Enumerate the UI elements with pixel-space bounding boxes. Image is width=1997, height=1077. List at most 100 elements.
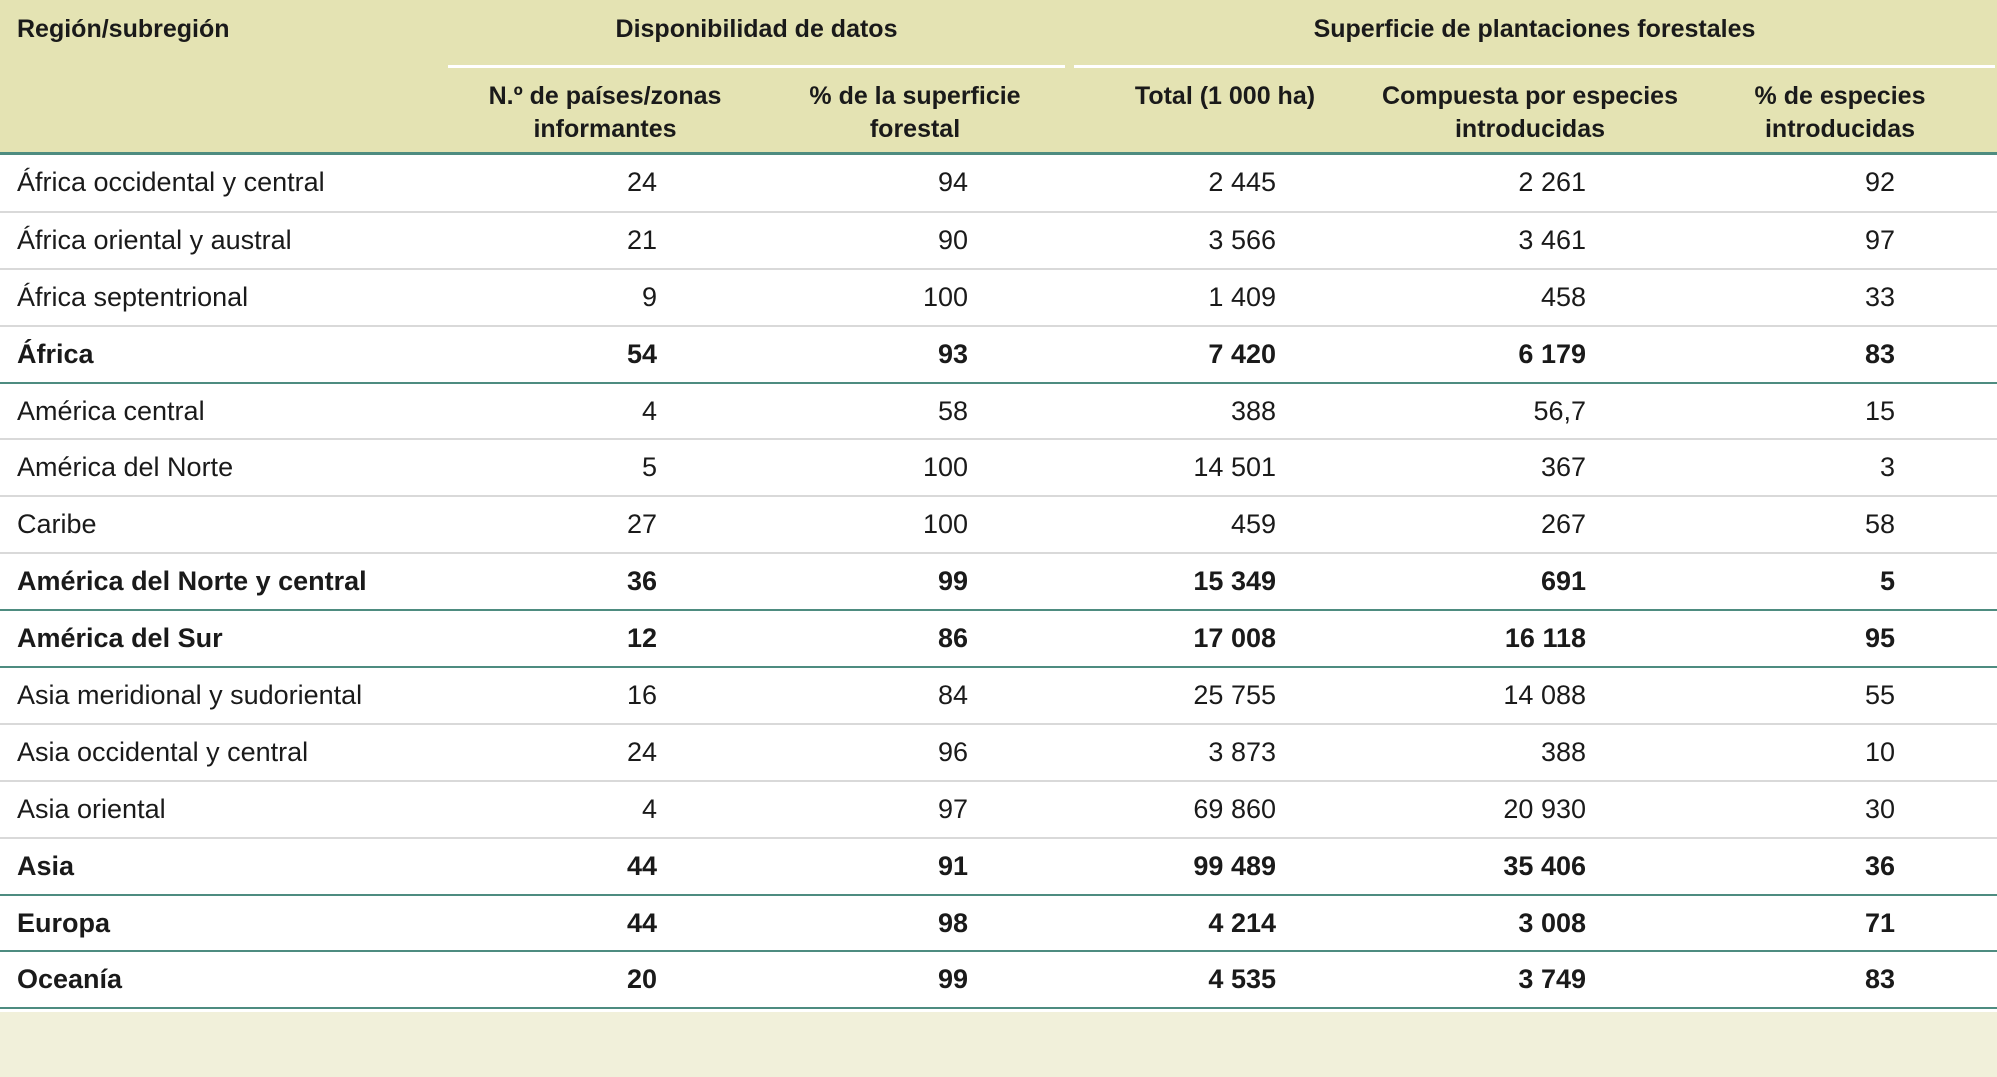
cell-countries: 12 (448, 610, 657, 669)
cell-total: 17 008 (968, 610, 1276, 669)
cell-total: 99 489 (968, 837, 1276, 896)
cell-introduced: 56,7 (1276, 382, 1586, 441)
cell-countries: 9 (448, 268, 657, 327)
cell-region: América del Norte y central (0, 553, 448, 612)
cell-region: África occidental y central (0, 155, 448, 213)
cell-introduced-pct: 92 (1586, 155, 1895, 213)
cell-region: Europa (0, 894, 448, 953)
cell-region: Asia meridional y sudoriental (0, 667, 448, 725)
cell-region: África septentrional (0, 268, 448, 327)
table-footer-band (0, 1012, 1997, 1077)
table-row: Oceanía 20 99 4 535 3 749 83 (0, 951, 1997, 1010)
table-row: África septentrional 9 100 1 409 458 33 (0, 268, 1997, 327)
group-divider (448, 65, 1065, 68)
cell-region: América del Norte (0, 439, 448, 498)
cell-total: 1 409 (968, 268, 1276, 327)
cell-total: 14 501 (968, 439, 1276, 498)
row-padding (1895, 667, 1997, 725)
cell-total: 69 860 (968, 780, 1276, 839)
cell-region: Asia occidental y central (0, 723, 448, 782)
cell-region: Oceanía (0, 951, 448, 1010)
cell-introduced: 2 261 (1276, 155, 1586, 213)
cell-region: África oriental y austral (0, 211, 448, 270)
header-total: Total (1 000 ha) (1134, 82, 1316, 110)
row-padding (1895, 211, 1997, 270)
cell-countries: 16 (448, 667, 657, 725)
row-padding (1895, 439, 1997, 498)
cell-countries: 21 (448, 211, 657, 270)
cell-introduced-pct: 36 (1586, 837, 1895, 896)
table-row: Asia 44 91 99 489 35 406 36 (0, 837, 1997, 896)
cell-introduced: 388 (1276, 723, 1586, 782)
cell-countries: 27 (448, 496, 657, 555)
table-row: África 54 93 7 420 6 179 83 (0, 325, 1997, 384)
cell-region: África (0, 325, 448, 384)
cell-countries: 36 (448, 553, 657, 612)
cell-introduced-pct: 55 (1586, 667, 1895, 725)
cell-forest-pct: 96 (657, 723, 968, 782)
cell-introduced: 458 (1276, 268, 1586, 327)
row-padding (1895, 780, 1997, 839)
cell-introduced: 3 008 (1276, 894, 1586, 953)
cell-total: 459 (968, 496, 1276, 555)
cell-introduced-pct: 15 (1586, 382, 1895, 441)
cell-total: 25 755 (968, 667, 1276, 725)
table-row: África occidental y central 24 94 2 445 2 26… (0, 155, 1997, 213)
cell-introduced: 14 088 (1276, 667, 1586, 725)
cell-introduced-pct: 3 (1586, 439, 1895, 498)
cell-introduced: 35 406 (1276, 837, 1586, 896)
header-region: Región/subregión (17, 15, 230, 43)
cell-region: Asia oriental (0, 780, 448, 839)
row-padding (1895, 268, 1997, 327)
header-forest-pct: % de la superficie forestal (809, 82, 1021, 143)
cell-countries: 5 (448, 439, 657, 498)
cell-forest-pct: 86 (657, 610, 968, 669)
cell-forest-pct: 84 (657, 667, 968, 725)
table-row: Asia occidental y central 24 96 3 873 388 10 (0, 723, 1997, 782)
cell-forest-pct: 100 (657, 268, 968, 327)
row-padding (1895, 894, 1997, 953)
cell-forest-pct: 91 (657, 837, 968, 896)
cell-introduced: 3 749 (1276, 951, 1586, 1010)
header-introduced-pct: % de especies introducidas (1754, 82, 1926, 143)
table-row: Caribe 27 100 459 267 58 (0, 496, 1997, 555)
cell-forest-pct: 98 (657, 894, 968, 953)
table-row: Asia oriental 4 97 69 860 20 930 30 (0, 780, 1997, 839)
table-row: América del Sur 12 86 17 008 16 118 95 (0, 610, 1997, 669)
table-row: América del Norte 5 100 14 501 367 3 (0, 439, 1997, 498)
header-group-plantation-area: Superficie de plantaciones forestales (1313, 15, 1756, 43)
cell-introduced-pct: 58 (1586, 496, 1895, 555)
cell-introduced-pct: 5 (1586, 553, 1895, 612)
row-padding (1895, 610, 1997, 669)
cell-forest-pct: 93 (657, 325, 968, 384)
row-padding (1895, 382, 1997, 441)
row-padding (1895, 951, 1997, 1010)
row-padding (1895, 155, 1997, 213)
cell-countries: 4 (448, 382, 657, 441)
row-padding (1895, 837, 1997, 896)
cell-introduced: 16 118 (1276, 610, 1586, 669)
table-row: América del Norte y central 36 99 15 349 691… (0, 553, 1997, 612)
cell-introduced-pct: 95 (1586, 610, 1895, 669)
cell-region: América central (0, 382, 448, 441)
plantation-table: África occidental y central 24 94 2 445 2 26… (0, 155, 1997, 1067)
cell-introduced: 3 461 (1276, 211, 1586, 270)
cell-introduced: 691 (1276, 553, 1586, 612)
cell-region: Asia (0, 837, 448, 896)
cell-forest-pct: 58 (657, 382, 968, 441)
header-group-data-availability: Disponibilidad de datos (615, 15, 898, 43)
cell-total: 3 873 (968, 723, 1276, 782)
cell-forest-pct: 94 (657, 155, 968, 213)
cell-total: 4 535 (968, 951, 1276, 1010)
cell-forest-pct: 97 (657, 780, 968, 839)
cell-introduced-pct: 10 (1586, 723, 1895, 782)
cell-total: 4 214 (968, 894, 1276, 953)
table-row: Europa 44 98 4 214 3 008 71 (0, 894, 1997, 953)
row-padding (1895, 723, 1997, 782)
cell-region: América del Sur (0, 610, 448, 669)
cell-countries: 44 (448, 894, 657, 953)
cell-total: 3 566 (968, 211, 1276, 270)
cell-total: 388 (968, 382, 1276, 441)
row-padding (1895, 496, 1997, 555)
cell-introduced-pct: 71 (1586, 894, 1895, 953)
